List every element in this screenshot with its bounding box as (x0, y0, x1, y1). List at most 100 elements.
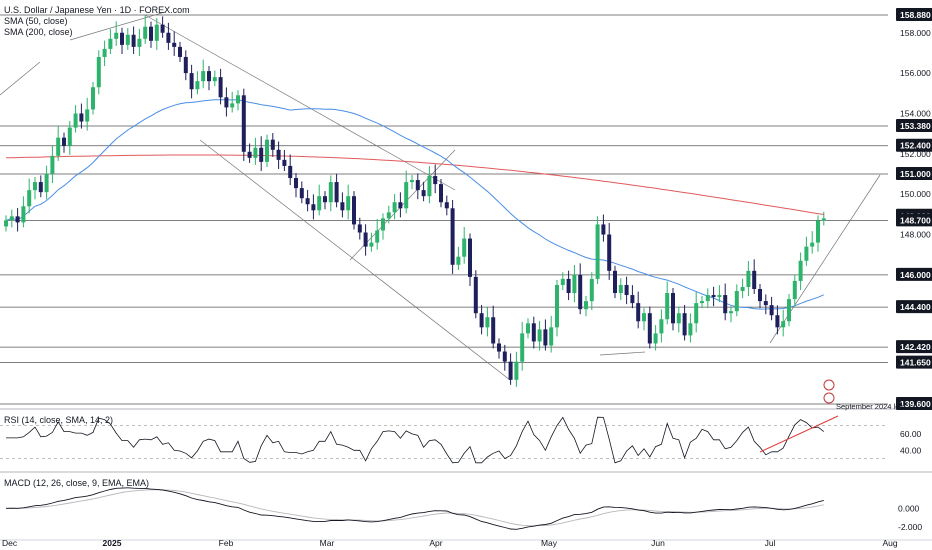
level-label-10: 139.600 (900, 399, 931, 409)
candle-body-131 (763, 301, 768, 306)
candle-body-47 (276, 149, 281, 160)
time-label-7: Jul (765, 538, 776, 548)
candle-body-113 (659, 319, 664, 334)
candle-body-104 (607, 234, 612, 271)
candle-body-135 (787, 299, 791, 322)
candle-body-120 (700, 301, 704, 304)
candle-body-25 (149, 26, 153, 41)
candle-body-136 (792, 280, 797, 300)
candle-body-63 (369, 242, 374, 247)
candle-body-98 (572, 274, 577, 294)
candle-body-55 (323, 196, 327, 203)
candle-body-116 (676, 313, 681, 324)
time-axis: Dec 2025 Feb Mar Apr May Jun Jul Aug (2, 538, 898, 548)
candle-body-34 (201, 71, 206, 82)
level-label-8: 142.420 (900, 342, 931, 352)
price-tick-0: 158.000 (900, 28, 931, 38)
price-tick-2: 154.000 (900, 108, 931, 118)
candle-body-26 (154, 24, 159, 41)
candle-body-11 (67, 127, 72, 146)
candle-body-17 (102, 48, 107, 57)
candle-body-31 (183, 56, 188, 74)
candle-body-76 (444, 202, 449, 209)
candle-body-1 (9, 216, 14, 221)
time-label-6: Jun (651, 538, 665, 548)
candle-body-7 (44, 173, 49, 193)
candle-body-19 (114, 32, 119, 39)
rsi-line (6, 416, 825, 464)
event-flag-icon-2 (823, 392, 835, 404)
macd-tick-1: -2.000 (898, 522, 922, 532)
channel-line-3 (199, 139, 511, 381)
candle-body-109 (636, 303, 641, 322)
candle-body-33 (195, 81, 200, 90)
candle-body-83 (485, 317, 490, 328)
candle-body-69 (404, 182, 409, 209)
rsi-tick-1: 40.00 (900, 445, 922, 455)
candle-body-62 (363, 232, 368, 247)
candle-body-112 (653, 333, 658, 344)
level-label-bg-10 (896, 397, 932, 410)
candle-body-38 (224, 97, 229, 108)
candle-body-37 (218, 77, 223, 98)
candle-body-124 (723, 295, 728, 314)
horizontal-levels (0, 14, 888, 405)
level-label-2: 152.400 (900, 141, 931, 151)
candle-body-119 (694, 303, 699, 324)
candle-body-73 (427, 176, 432, 197)
price-tick-1: 156.000 (900, 68, 931, 78)
level-label-bg-7 (896, 300, 932, 314)
candle-body-133 (775, 315, 780, 328)
level-label-bg-9 (896, 355, 932, 369)
candle-body-81 (473, 276, 478, 314)
time-label-1: 2025 (103, 538, 122, 548)
candle-body-95 (555, 284, 559, 328)
candle-body-49 (288, 165, 293, 179)
sma200-line (5, 154, 824, 215)
candle-body-140 (816, 220, 820, 243)
level-label-bg-6 (896, 267, 932, 281)
macd-tick-0: 0.000 (898, 503, 920, 513)
september-low-label: September 2024 low (836, 402, 905, 411)
candle-body-80 (468, 238, 472, 277)
candle-body-12 (73, 113, 78, 128)
rsi-tick-0: 60.00 (900, 429, 922, 439)
candle-body-114 (665, 293, 670, 320)
candle-body-122 (711, 295, 716, 298)
candle-body-75 (439, 184, 443, 203)
candle-body-5 (33, 182, 37, 191)
candle-body-58 (340, 202, 345, 211)
candle-body-85 (497, 343, 501, 352)
candle-body-48 (282, 159, 287, 166)
candle-body-8 (50, 155, 55, 174)
candle-body-56 (328, 182, 333, 203)
candle-body-9 (56, 137, 61, 156)
candle-body-54 (317, 196, 322, 211)
candle-body-36 (212, 77, 217, 82)
candle-body-110 (642, 313, 646, 322)
candle-body-137 (798, 260, 803, 281)
candle-body-102 (595, 224, 600, 279)
candle-body-111 (647, 313, 652, 344)
candle-body-35 (207, 71, 211, 82)
candle-body-108 (630, 295, 635, 304)
pane-separators (0, 408, 932, 541)
level-label-1: 153.380 (900, 121, 931, 131)
rsi-trendline (759, 415, 839, 453)
candle-body-65 (381, 218, 385, 231)
candle-body-94 (549, 327, 554, 346)
candle-body-15 (91, 87, 95, 110)
candle-body-139 (810, 242, 815, 247)
candle-body-22 (131, 34, 136, 47)
candle-body-67 (392, 202, 397, 213)
candle-body-72 (421, 190, 426, 197)
candle-body-134 (781, 321, 786, 328)
chart-title: U.S. Dollar / Japanese Yen · 1D · FOREX.… (4, 5, 190, 15)
candle-body-92 (537, 329, 542, 342)
candle-body-4 (27, 190, 32, 207)
candle-body-123 (717, 295, 722, 298)
level-label-bg-2 (896, 138, 932, 152)
candle-body-101 (589, 278, 594, 302)
macd-line (5, 487, 824, 530)
